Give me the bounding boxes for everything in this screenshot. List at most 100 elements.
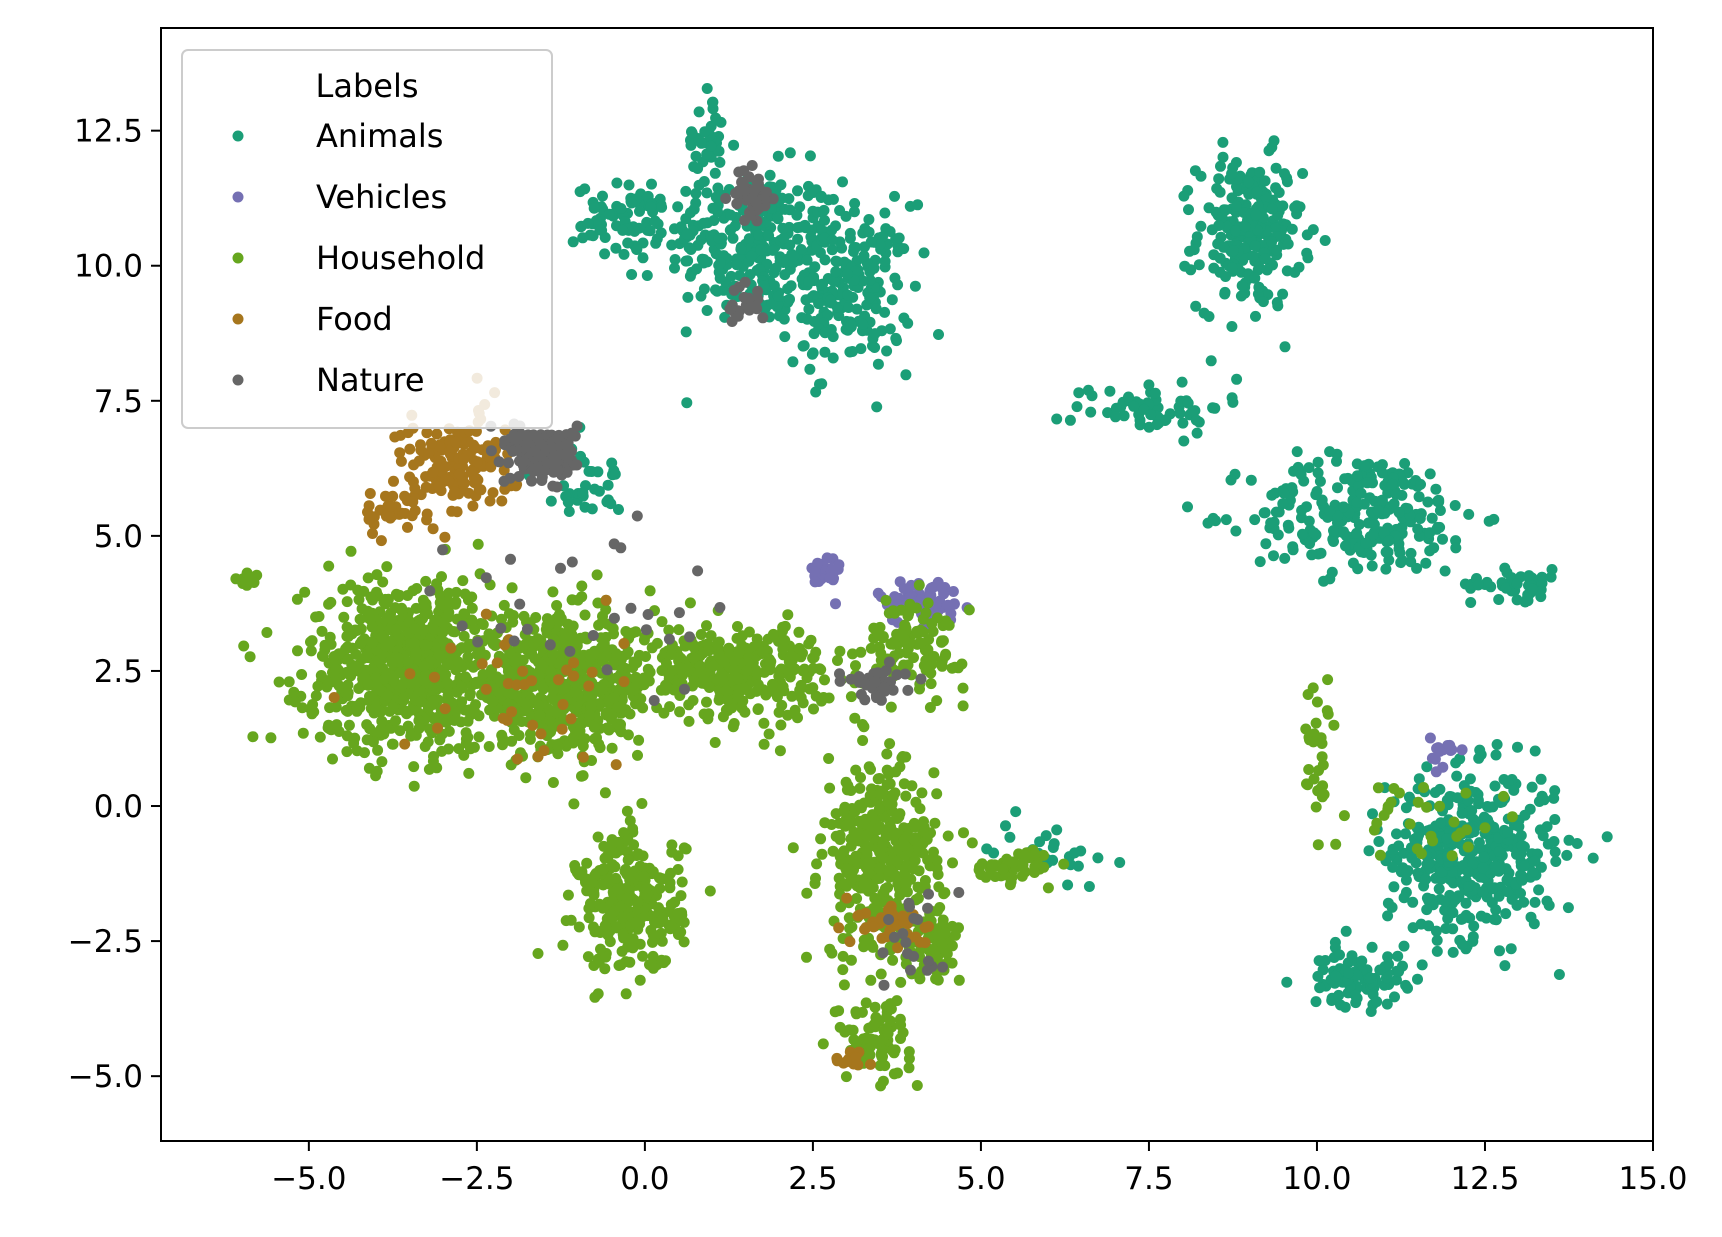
point-household-2-284 — [773, 670, 785, 682]
point-household-4-348 — [909, 821, 921, 833]
point-household-4-317 — [863, 867, 875, 879]
point-animals-9-60 — [1333, 989, 1345, 1001]
point-animals-9-16 — [1312, 970, 1324, 982]
point-household-2-22 — [569, 686, 581, 698]
point-animals-3-29 — [714, 156, 726, 168]
point-animals-9-76 — [1374, 964, 1386, 976]
point-animals-8-176 — [1413, 773, 1425, 785]
point-animals-0-231 — [772, 150, 784, 162]
point-household-1-437 — [532, 633, 544, 645]
point-animals-6-133 — [1414, 513, 1426, 524]
point-household-4-343 — [879, 883, 891, 895]
point-household-5-89 — [860, 1032, 872, 1044]
point-animals-8-185 — [1467, 931, 1479, 943]
point-vehicles-1-23 — [809, 576, 821, 588]
point-animals-8-32 — [1549, 814, 1561, 825]
point-animals-6-230 — [1306, 549, 1318, 561]
point-household-1-518 — [624, 708, 636, 720]
point-animals-1-208 — [819, 327, 831, 339]
point-household-4-322 — [922, 854, 934, 866]
point-household-0-662 — [362, 678, 374, 690]
point-household-0-448 — [338, 611, 350, 623]
point-household-5-80 — [903, 1053, 915, 1065]
point-animals-8-354 — [1413, 821, 1425, 833]
point-household-10-5 — [1506, 811, 1518, 823]
point-food-0-8 — [496, 495, 508, 507]
point-animals-4-174 — [1249, 240, 1261, 252]
point-household-8-3 — [885, 701, 897, 713]
point-household-0-736 — [348, 737, 360, 749]
point-animals-1-128 — [784, 293, 795, 305]
point-animals-1-78 — [830, 255, 842, 267]
point-animals-8-302 — [1533, 884, 1545, 896]
point-animals-11-6 — [545, 495, 557, 507]
point-animals-4-202 — [1301, 229, 1313, 241]
point-household-0-464 — [325, 596, 337, 608]
point-food-0-109 — [446, 505, 458, 517]
point-animals-6-106 — [1303, 515, 1315, 527]
point-household-4-302 — [837, 964, 849, 976]
point-animals-1-15 — [785, 280, 797, 292]
point-animals-6-149 — [1332, 482, 1343, 494]
point-household-3-278 — [597, 902, 609, 914]
point-household-1-194 — [644, 585, 656, 597]
point-household-4-326 — [900, 878, 912, 889]
point-household-4-339 — [860, 830, 872, 842]
point-animals-1-157 — [886, 294, 898, 306]
point-food-2-9 — [480, 608, 492, 620]
point-household-4-295 — [872, 773, 884, 785]
point-household-0-686 — [396, 602, 408, 614]
point-animals-1-126 — [837, 176, 848, 188]
point-animals-1-138 — [863, 226, 875, 238]
point-household-0-517 — [413, 715, 425, 727]
point-animals-8-99 — [1430, 925, 1442, 937]
point-household-4-300 — [873, 803, 885, 815]
point-food-1-28 — [385, 501, 397, 513]
point-animals-4-224 — [1215, 160, 1226, 172]
point-animals-8-358 — [1401, 867, 1412, 879]
point-household-2-252 — [767, 628, 779, 640]
point-household-4-75 — [811, 858, 823, 870]
point-household-2-311 — [663, 669, 675, 681]
point-animals-8-306 — [1449, 894, 1461, 906]
point-animals-2-52 — [574, 186, 586, 198]
point-household-1-460 — [568, 798, 580, 810]
point-animals-0-225 — [698, 257, 710, 269]
point-food-3-38 — [868, 921, 880, 933]
point-household-10-22 — [1446, 850, 1458, 862]
point-food-2-18 — [476, 658, 488, 670]
point-food-2-16 — [432, 722, 443, 734]
point-animals-6-250 — [1297, 528, 1308, 540]
point-household-4-62 — [881, 748, 893, 760]
point-household-1-367 — [449, 714, 461, 726]
point-animals-4-131 — [1252, 264, 1264, 276]
point-animals-1-206 — [869, 328, 881, 340]
point-food-2-22 — [491, 657, 503, 669]
point-animals-8-400 — [1472, 794, 1484, 806]
point-household-6-54 — [949, 929, 961, 941]
point-animals-9-88 — [1400, 979, 1412, 991]
point-animals-1-86 — [879, 306, 891, 318]
point-animals-6-244 — [1412, 523, 1424, 535]
point-animals-0-202 — [713, 232, 725, 244]
point-household-0-500 — [291, 593, 303, 605]
point-animals-4-236 — [1257, 296, 1269, 308]
point-household-0-317 — [353, 594, 365, 606]
point-household-1-293 — [452, 656, 464, 668]
point-household-0-32 — [372, 744, 384, 756]
point-animals-2-76 — [681, 228, 693, 240]
point-animals-5-59 — [1128, 400, 1140, 412]
point-food-2-29 — [511, 679, 523, 691]
point-animals-5-42 — [1071, 401, 1083, 413]
point-animals-2-74 — [603, 208, 615, 220]
point-animals-0-116 — [701, 305, 713, 316]
point-household-1-46 — [674, 706, 686, 718]
point-animals-8-382 — [1410, 857, 1422, 869]
point-household-4-32 — [815, 833, 827, 845]
point-household-2-241 — [777, 621, 789, 633]
point-household-0-326 — [312, 680, 324, 692]
point-household-0-746 — [456, 642, 468, 654]
point-household-0-82 — [306, 635, 318, 647]
point-household-1-507 — [585, 700, 597, 712]
point-animals-6-195 — [1434, 521, 1446, 533]
